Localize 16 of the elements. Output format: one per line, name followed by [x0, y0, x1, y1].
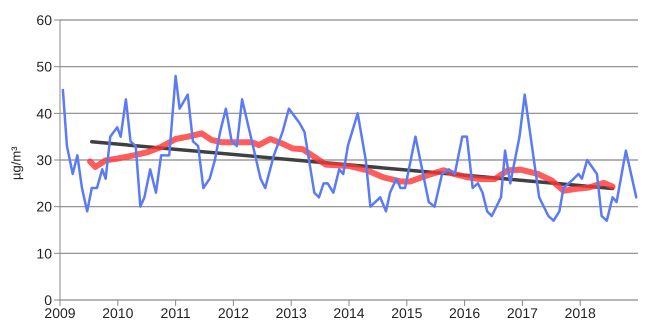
y-tick-label: 40 — [36, 105, 52, 122]
x-tick-label: 2010 — [102, 304, 134, 321]
y-tick-label: 30 — [36, 152, 52, 168]
x-tick-label: 2016 — [449, 304, 480, 321]
x-tick-label: 2018 — [564, 304, 596, 321]
x-tick-label: 2013 — [276, 304, 307, 321]
x-tick-label: 2014 — [333, 304, 365, 321]
y-tick-label: 60 — [36, 12, 52, 28]
x-tick-label: 2017 — [506, 304, 538, 321]
y-tick-label: 10 — [36, 245, 52, 262]
y-tick-label: 50 — [36, 58, 52, 75]
x-tick-label: 2015 — [391, 304, 423, 321]
x-tick-label: 2012 — [218, 304, 250, 321]
x-tick-label: 2011 — [160, 304, 191, 321]
y-tick-label: 20 — [36, 198, 52, 215]
y-axis-title: µg/m³ — [8, 146, 24, 180]
